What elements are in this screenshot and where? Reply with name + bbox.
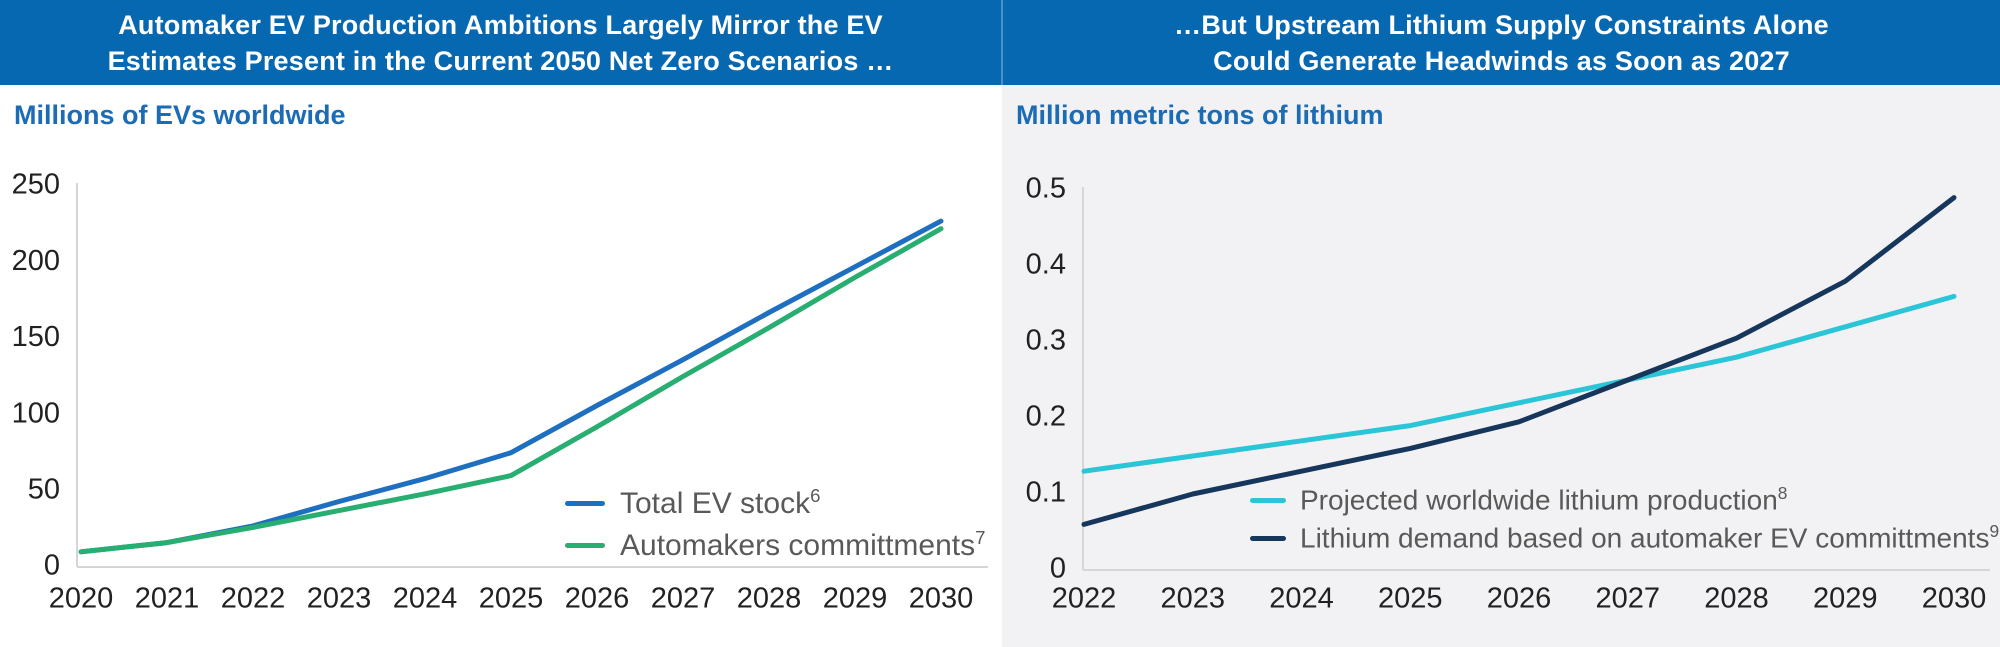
x-tick-label: 2023 — [307, 583, 372, 615]
series-line-8 — [1081, 293, 1957, 474]
x-tick-label: 2023 — [1160, 583, 1225, 615]
x-tick-label: 2028 — [737, 583, 802, 615]
x-tick-label: 2024 — [393, 583, 458, 615]
y-tick-label: 50 — [28, 473, 60, 505]
header-strip: Automaker EV Production Ambitions Largel… — [0, 0, 2000, 85]
y-tick-label: 200 — [12, 245, 60, 277]
left-chart-title: Millions of EVs worldwide — [14, 100, 346, 130]
series-line-7 — [78, 226, 944, 555]
legend-row-automakers-committments: Automakers committments7 — [565, 524, 985, 566]
x-tick-label: 2022 — [221, 583, 286, 615]
legend-row-total-ev-stock: Total EV stock6 — [565, 482, 985, 524]
x-tick-label: 2030 — [909, 583, 974, 615]
x-tick-label: 2029 — [823, 583, 888, 615]
y-tick-label: 0.5 — [1026, 173, 1066, 205]
lithium-demand-label: Lithium demand based on automaker EV com… — [1300, 521, 2000, 554]
x-tick-label: 2029 — [1813, 583, 1878, 615]
x-tick-label: 2025 — [1378, 583, 1443, 615]
x-tick-label: 2026 — [1487, 583, 1552, 615]
left-header-line1: Automaker EV Production Ambitions Largel… — [118, 9, 883, 40]
y-tick-label: 150 — [12, 321, 60, 353]
x-tick-label: 2027 — [651, 583, 716, 615]
y-tick-label: 0 — [1050, 553, 1066, 585]
left-panel-header: Automaker EV Production Ambitions Largel… — [0, 0, 1001, 85]
total-ev-stock-swatch — [565, 500, 605, 506]
lithium-production-swatch — [1250, 497, 1286, 503]
y-tick-label: 0 — [44, 550, 60, 582]
automakers-committments-label: Automakers committments7 — [620, 527, 986, 562]
right-panel-background — [1002, 85, 2000, 647]
lithium-demand-swatch — [1250, 535, 1286, 541]
header-divider — [1001, 0, 1003, 85]
x-tick-label: 2026 — [565, 583, 630, 615]
y-tick-label: 0.4 — [1026, 249, 1066, 281]
right-header-line1: …But Upstream Lithium Supply Constraints… — [1174, 9, 1829, 40]
series-line-9 — [1081, 195, 1957, 527]
right-panel-header: …But Upstream Lithium Supply Constraints… — [1003, 0, 2000, 85]
x-tick-label: 2024 — [1269, 583, 1334, 615]
right-chart-legend: Projected worldwide lithium production8 … — [1250, 481, 1999, 557]
right-chart-title: Million metric tons of lithium — [1016, 100, 1384, 130]
left-header-line2: Estimates Present in the Current 2050 Ne… — [107, 45, 894, 76]
ev-stock-chart: 0 50 100 150 200 250 2020 2021 2022 2023 2024 2025 2… — [12, 169, 988, 615]
x-tick-label: 2021 — [135, 583, 200, 615]
y-tick-label: 250 — [12, 169, 60, 201]
x-tick-label: 2022 — [1052, 583, 1117, 615]
x-tick-label: 2030 — [1922, 583, 1987, 615]
right-header-line2: Could Generate Headwinds as Soon as 2027 — [1213, 45, 1790, 76]
x-tick-label: 2027 — [1595, 583, 1660, 615]
y-tick-label: 0.1 — [1026, 477, 1066, 509]
automakers-committments-swatch — [565, 542, 605, 548]
x-tick-label: 2025 — [479, 583, 544, 615]
x-tick-label: 2020 — [49, 583, 114, 615]
y-tick-label: 0.2 — [1026, 401, 1066, 433]
x-tick-label: 2028 — [1704, 583, 1769, 615]
lithium-chart: 0 0.1 0.2 0.3 0.4 0.5 2022 2023 2024 2025 2026 2027… — [1026, 173, 1990, 615]
y-tick-label: 0.3 — [1026, 325, 1066, 357]
legend-row-lithium-demand: Lithium demand based on automaker EV com… — [1250, 519, 1999, 557]
lithium-production-label: Projected worldwide lithium production8 — [1300, 483, 1788, 516]
total-ev-stock-label: Total EV stock6 — [620, 485, 821, 520]
left-chart-legend: Total EV stock6 Automakers committments7 — [565, 482, 985, 566]
y-tick-label: 100 — [12, 397, 60, 429]
legend-row-lithium-production: Projected worldwide lithium production8 — [1250, 481, 1999, 519]
